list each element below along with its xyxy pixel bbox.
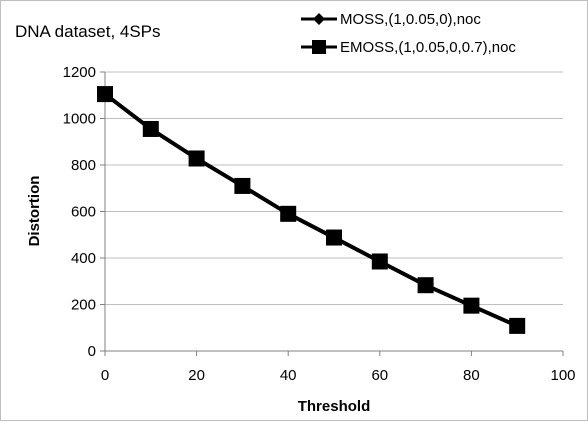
series-line-diamond — [104, 92, 518, 328]
data-point-square — [463, 297, 480, 314]
x-tick-label: 100 — [550, 367, 575, 384]
grid-lines — [105, 71, 563, 305]
y-tick-label: 1200 — [63, 64, 96, 81]
axes — [100, 71, 564, 356]
x-tick-label: 60 — [371, 367, 388, 384]
y-tick-label: 200 — [71, 297, 96, 314]
y-tick-label: 600 — [71, 204, 96, 221]
data-point-square — [280, 205, 297, 222]
legend-square-marker — [312, 40, 326, 54]
chart-title: DNA dataset, 4SPs — [15, 22, 161, 41]
data-point-square — [234, 177, 251, 194]
data-point-square — [142, 120, 159, 137]
y-tick-label: 0 — [88, 343, 96, 360]
legend-label-moss: MOSS,(1,0.05,0),noc — [340, 11, 481, 28]
tick-labels: 0 200 400 600 800 1000 1200 0 20 40 60 80 100 — [63, 64, 576, 384]
legend-label-emoss: EMOSS,(1,0.05,0,0.7),noc — [340, 39, 516, 56]
y-axis-label: Distortion — [26, 176, 43, 247]
x-axis-label: Threshold — [298, 398, 371, 415]
y-tick-label: 1000 — [63, 111, 96, 128]
series-lines — [103, 92, 519, 328]
legend: MOSS,(1,0.05,0),noc EMOSS,(1,0.05,0,0.7)… — [301, 11, 516, 56]
data-point-square — [417, 277, 434, 294]
data-point-square — [326, 229, 342, 246]
x-tick-label: 40 — [280, 367, 297, 384]
data-markers — [97, 86, 526, 334]
y-tick-label: 400 — [71, 250, 96, 267]
data-point-square — [188, 150, 205, 167]
legend-diamond-marker — [313, 13, 325, 25]
data-point-square — [509, 317, 526, 334]
x-tick-label: 20 — [188, 367, 205, 384]
x-tick-label: 80 — [463, 367, 480, 384]
data-point-square — [97, 86, 113, 103]
data-point-square — [371, 253, 388, 270]
series-line-square — [103, 92, 519, 328]
x-tick-label: 0 — [101, 367, 109, 384]
y-tick-label: 800 — [71, 157, 96, 174]
